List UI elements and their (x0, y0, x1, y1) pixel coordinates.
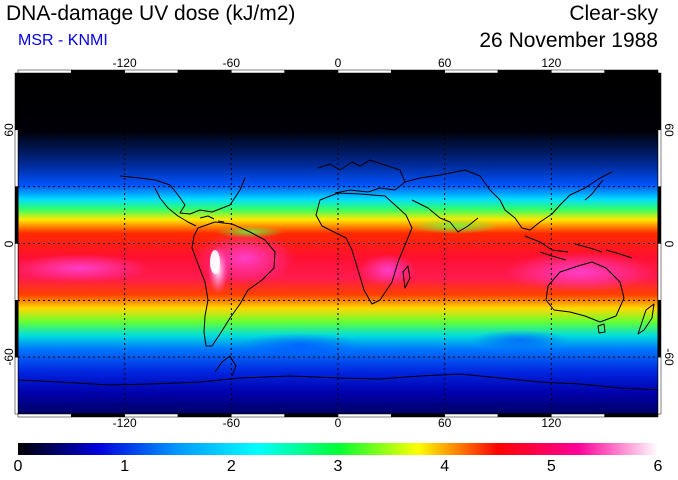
colorbar-tick-label: 5 (546, 458, 556, 475)
lon-label-top: 60 (437, 56, 452, 70)
new-zealand-coast (637, 303, 655, 335)
map-source: MSR - KNMI (18, 32, 108, 49)
asia-coast (404, 169, 613, 231)
frame-tick (657, 72, 662, 131)
frame-tick (657, 356, 662, 415)
greenland-coast (275, 79, 307, 117)
central-america-coast (154, 187, 197, 227)
lon-label-top: 120 (541, 56, 562, 70)
colorbar (18, 443, 658, 455)
arabia-india-coast (411, 199, 479, 233)
lon-label-bottom: -120 (112, 416, 137, 430)
map-gridlines (18, 73, 658, 414)
coastlines (18, 79, 658, 391)
map-date: 26 November 1988 (479, 29, 658, 52)
frame-tick (71, 69, 125, 74)
map-frame-ticks (14, 69, 662, 418)
frame-tick (177, 69, 232, 74)
lon-label-bottom: 0 (334, 416, 342, 430)
lon-label-top: -60 (222, 56, 240, 70)
frame-tick (284, 69, 339, 74)
uv-dose-map (14, 69, 662, 418)
frame-tick (657, 243, 662, 301)
frame-tick (14, 243, 19, 301)
lat-label-right: -60 (662, 348, 676, 366)
frame-tick (284, 413, 339, 418)
frame-tick (391, 69, 445, 74)
caribbean-islands (199, 215, 225, 223)
tasmania-coast (597, 323, 606, 334)
lat-label-left: 60 (2, 123, 16, 137)
frame-tick (444, 413, 499, 418)
lon-label-top: -120 (112, 56, 137, 70)
south-america-coast (191, 221, 276, 347)
sky-condition: Clear-sky (569, 2, 658, 25)
antarctica-coast (18, 373, 658, 391)
japan-coast (584, 179, 604, 201)
frame-tick (657, 300, 662, 358)
antarctic-peninsula (214, 355, 237, 377)
colorbar-tick-label: 1 (120, 458, 130, 475)
lat-label-right: 0 (662, 240, 676, 247)
frame-tick (14, 129, 19, 187)
australia-coast (545, 261, 625, 323)
frame-tick (604, 69, 659, 74)
lat-label-left: 0 (2, 240, 16, 247)
frame-tick (231, 69, 285, 74)
europe-coast (317, 159, 406, 194)
colorbar-tick-label: 2 (226, 458, 236, 475)
lon-label-bottom: 120 (541, 416, 562, 430)
colorbar-tick-label: 0 (13, 458, 23, 475)
frame-tick (14, 186, 19, 244)
frame-tick (337, 69, 392, 74)
colorbar-tick-label: 6 (653, 458, 663, 475)
lat-label-right: 60 (662, 123, 676, 137)
madagascar-coast (402, 265, 411, 289)
colorbar-tick-label: 4 (440, 458, 450, 475)
frame-tick (17, 69, 72, 74)
north-america-coast (119, 175, 246, 215)
africa-coast (315, 192, 413, 305)
frame-tick (551, 69, 605, 74)
lat-label-left: -60 (2, 348, 16, 366)
frame-tick (14, 356, 19, 415)
frame-tick (604, 413, 659, 418)
colorbar-tick-label: 3 (333, 458, 343, 475)
frame-tick (124, 69, 179, 74)
lon-label-bottom: 60 (437, 416, 452, 430)
frame-tick (497, 69, 552, 74)
frame-tick (14, 72, 19, 131)
lon-label-top: 0 (334, 56, 342, 70)
frame-tick (657, 186, 662, 244)
map-title: DNA-damage UV dose (kJ/m2) (6, 2, 296, 25)
frame-tick (391, 413, 445, 418)
frame-tick (337, 413, 392, 418)
frame-tick (17, 413, 72, 418)
frame-tick (444, 69, 499, 74)
lon-label-bottom: -60 (222, 416, 240, 430)
frame-tick (657, 129, 662, 187)
field-variations (18, 218, 655, 357)
indonesia-islands (524, 235, 633, 261)
